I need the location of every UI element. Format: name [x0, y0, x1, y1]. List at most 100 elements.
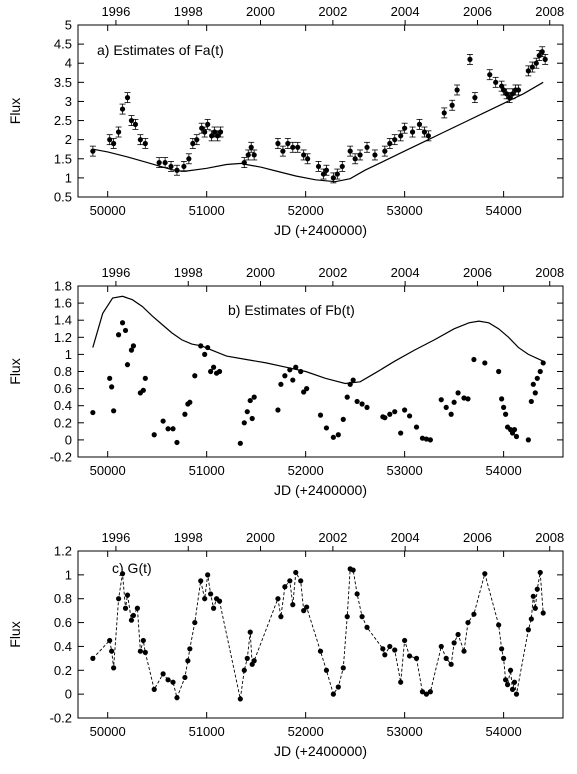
data-point: [151, 686, 157, 692]
data-point: [142, 140, 148, 147]
x-tick-label: 50000: [90, 203, 126, 218]
data-point: [513, 433, 520, 440]
year-tick-label: 2000: [246, 265, 275, 280]
data-point: [344, 394, 350, 400]
plot-frame: [77, 550, 564, 719]
year-tick-label: 2008: [535, 4, 564, 19]
data-point: [534, 375, 540, 381]
data-point: [245, 152, 251, 158]
data-point: [323, 667, 330, 673]
data-point: [330, 691, 336, 697]
data-point: [278, 614, 284, 620]
data-point: [537, 569, 543, 576]
year-tick-label: 1998: [174, 530, 203, 545]
data-point: [454, 87, 460, 93]
data-point: [282, 373, 288, 379]
plot-frame: [77, 24, 564, 198]
data-point: [419, 689, 426, 695]
data-point: [119, 106, 126, 112]
data-point: [323, 167, 330, 173]
data-point: [461, 648, 467, 654]
data-point: [471, 356, 477, 363]
data-point: [107, 375, 113, 381]
y-tick-label: 2.5: [54, 113, 72, 128]
data-point: [151, 432, 157, 438]
data-point: [128, 347, 135, 353]
data-point: [423, 691, 430, 697]
data-point: [275, 596, 281, 602]
data-point: [165, 677, 171, 683]
y-tick-label: 1.8: [54, 279, 72, 294]
y-tick-label: 0.5: [54, 190, 72, 205]
data-point: [493, 79, 499, 85]
data-point: [208, 368, 214, 375]
data-point: [122, 605, 129, 611]
panel-title: b) Estimates of Fb(t): [228, 302, 355, 318]
data-point: [504, 682, 511, 688]
data-point: [335, 684, 341, 690]
data-point: [124, 95, 131, 101]
data-point: [202, 129, 208, 135]
data-point: [237, 440, 243, 446]
y-axis-title: Flux: [7, 621, 23, 647]
data-point: [392, 137, 398, 143]
data-point: [248, 144, 254, 150]
data-point: [137, 648, 143, 654]
x-axis-title: JD (+2400000): [274, 222, 367, 238]
data-point: [402, 637, 408, 644]
data-point: [174, 695, 180, 701]
data-point: [140, 637, 146, 644]
data-point: [162, 160, 168, 166]
model-curve: [92, 81, 544, 183]
data-point: [529, 64, 535, 70]
series-1: [89, 46, 549, 184]
data-point: [109, 648, 115, 654]
data-point: [525, 437, 531, 443]
data-point: [387, 140, 393, 147]
x-tick-label: 52000: [288, 724, 324, 739]
y-tick-label: 2: [65, 132, 72, 147]
x-tick-label: 53000: [387, 724, 423, 739]
data-point: [461, 395, 467, 401]
data-point: [208, 591, 214, 597]
series-1: [90, 320, 546, 446]
data-point: [528, 616, 534, 622]
data-point: [540, 360, 546, 366]
y-tick-label: 5: [65, 18, 72, 33]
data-point: [275, 407, 281, 413]
data-point: [398, 679, 404, 685]
data-point: [290, 377, 296, 383]
data-point: [192, 619, 198, 626]
data-point: [115, 332, 122, 338]
data-point: [448, 661, 454, 667]
data-point: [487, 72, 493, 78]
data-point: [502, 411, 509, 417]
data-point: [244, 409, 250, 415]
data-point: [194, 137, 200, 143]
x-tick-label: 54000: [486, 203, 522, 218]
data-point: [174, 439, 180, 446]
data-point: [134, 605, 140, 611]
data-point: [290, 602, 296, 608]
data-point: [354, 591, 360, 597]
data-point: [182, 674, 188, 681]
y-tick-label: 1: [65, 347, 72, 362]
data-point: [501, 655, 507, 661]
data-point: [448, 411, 454, 417]
year-tick-label: 2002: [318, 530, 347, 545]
data-point: [406, 653, 413, 659]
year-tick-label: 2006: [463, 265, 492, 280]
x-tick-label: 50000: [90, 463, 126, 478]
y-axis-title: Flux: [7, 98, 23, 124]
y-tick-label: -0.2: [50, 711, 72, 726]
year-tick-label: 2000: [246, 530, 275, 545]
data-point: [496, 622, 502, 628]
data-point: [423, 436, 430, 442]
data-point: [421, 129, 428, 135]
data-point: [301, 152, 307, 158]
data-point: [340, 665, 346, 671]
series-2: [92, 81, 544, 183]
data-point: [304, 604, 310, 610]
data-point: [168, 163, 174, 170]
data-point: [205, 572, 211, 578]
